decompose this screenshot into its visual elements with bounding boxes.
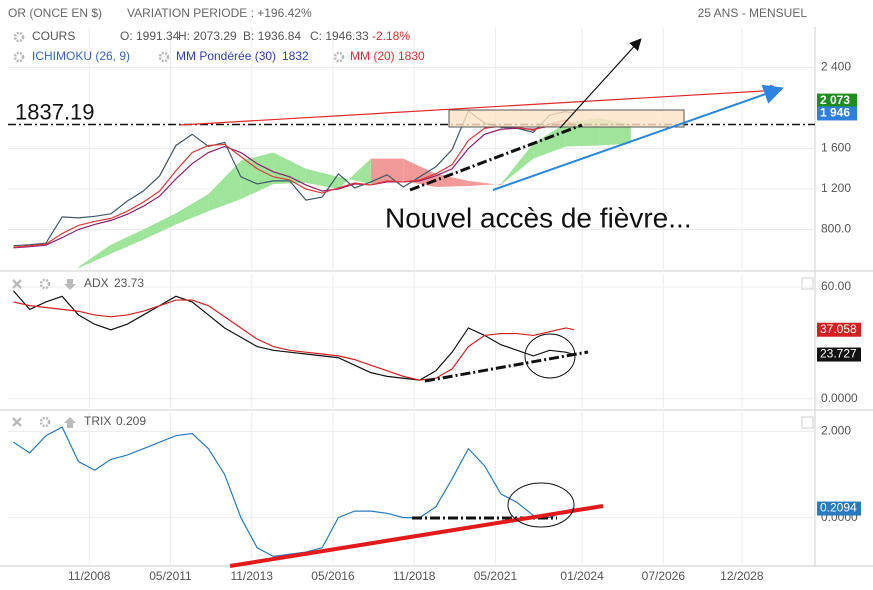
- ichimoku-cloud: [500, 143, 534, 185]
- legend-mm20: MM (20): [350, 49, 395, 63]
- move-icon[interactable]: [64, 279, 76, 290]
- quote-low: B: 1936.84: [243, 29, 301, 43]
- y-tick-label: 0.0000: [821, 391, 858, 405]
- y-tick-label: 1 600: [821, 141, 851, 155]
- legend-trix: TRIX: [84, 414, 111, 428]
- y-tick-label: 800.0: [821, 222, 851, 236]
- y-tick-label: 60.00: [821, 279, 851, 293]
- value-tag: [817, 93, 857, 108]
- annotation: Nouvel accès de fièvre...: [385, 202, 692, 233]
- legend-mm30: MM Pondérée (30): [176, 49, 276, 63]
- gear-icon[interactable]: [39, 278, 51, 290]
- variation: VARIATION PERIODE : +196.42%: [127, 6, 312, 20]
- x-tick-label: 05/2016: [311, 569, 355, 583]
- value-tag-label: 0.2094: [820, 501, 857, 515]
- quote-high: H: 2073.29: [178, 29, 237, 43]
- value-tag-label: 23.727: [820, 347, 857, 361]
- x-tick-label: 05/2011: [149, 569, 192, 583]
- legend-mm30-value: 1832: [282, 49, 309, 63]
- ichimoku-cloud: [338, 158, 371, 189]
- gear-icon[interactable]: [333, 51, 345, 63]
- series-line: [12, 290, 575, 381]
- ichimoku-cloud: [240, 152, 274, 200]
- series-line: [13, 299, 575, 381]
- ichimoku-cloud: [175, 194, 209, 225]
- ichimoku-cloud: [110, 229, 144, 254]
- y-tick-label: 2 400: [821, 60, 851, 74]
- period: 25 ANS - MENSUEL: [698, 6, 808, 20]
- ichimoku-cloud: [78, 244, 111, 268]
- value-tag-label: 37.058: [820, 322, 857, 336]
- series-line: [13, 123, 575, 249]
- x-tick-label: 01/2024: [560, 569, 604, 583]
- value-tag-label: 2 073: [820, 93, 850, 107]
- value-tag: [817, 501, 861, 516]
- value-tag: [817, 322, 861, 337]
- gear-icon[interactable]: [39, 416, 51, 428]
- legend-trix-value: 0.209: [116, 414, 146, 428]
- quote-open: O: 1991.34: [120, 29, 180, 43]
- ichimoku-cloud: [468, 180, 501, 186]
- drawings: [179, 38, 784, 568]
- ichimoku-cloud: [273, 152, 306, 184]
- legend-ichimoku: ICHIMOKU (26, 9): [32, 49, 130, 63]
- x-tick-label: 07/2026: [642, 569, 686, 583]
- y-tick-label: 2.000: [821, 424, 851, 438]
- ichimoku-cloud: [370, 158, 404, 184]
- ichimoku-cloud: [533, 123, 566, 159]
- value-tag: [817, 347, 861, 362]
- x-tick-label: 11/2018: [393, 569, 436, 583]
- instrument: OR (ONCE EN $): [8, 6, 102, 20]
- panel: [8, 274, 815, 408]
- series-line: [13, 119, 575, 248]
- legend-adx: ADX: [84, 276, 109, 290]
- ichimoku-cloud: [403, 158, 436, 187]
- ichimoku-cloud: [208, 160, 241, 212]
- gear-icon[interactable]: [13, 31, 25, 43]
- x-tick-label: 11/2013: [230, 569, 273, 583]
- value-tag-label: 1 946: [820, 106, 850, 120]
- x-tick-label: 12/2028: [720, 569, 764, 583]
- legend-cours: COURS: [32, 29, 75, 43]
- x-tick-label: 11/2008: [68, 569, 111, 583]
- ichimoku-cloud: [143, 213, 176, 240]
- y-tick-label: 1 200: [821, 181, 851, 195]
- frame: [0, 27, 873, 567]
- legend-adx-value: 23.73: [114, 276, 144, 290]
- gear-icon[interactable]: [158, 51, 170, 63]
- gear-icon[interactable]: [13, 51, 25, 63]
- quote-close: C: 1946.33: [310, 29, 369, 43]
- x-tick-label: 05/2021: [474, 569, 518, 583]
- close-icon[interactable]: [12, 279, 22, 289]
- legend-mm20-value: 1830: [398, 49, 425, 63]
- level-label: 1837.19: [15, 99, 95, 124]
- move-icon[interactable]: [64, 417, 76, 428]
- close-icon[interactable]: [12, 417, 22, 427]
- value-tag: [817, 106, 857, 121]
- ichimoku-cloud: [305, 168, 339, 189]
- panel: [8, 27, 815, 270]
- quote-change: -2.18%: [372, 29, 410, 43]
